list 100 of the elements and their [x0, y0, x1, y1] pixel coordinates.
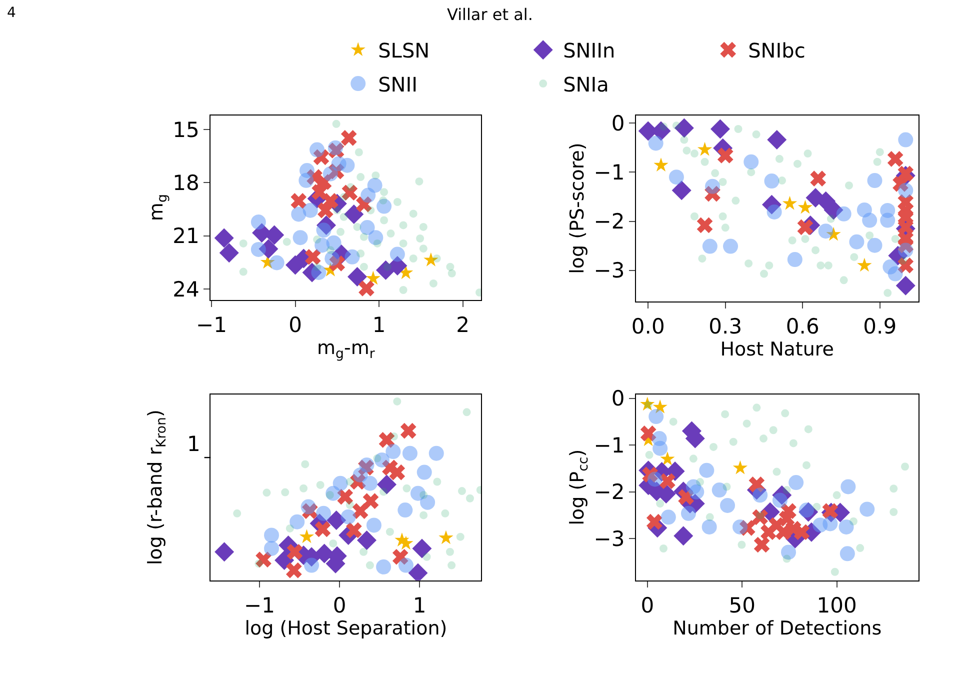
point — [346, 183, 355, 192]
point — [360, 548, 368, 556]
point — [660, 451, 675, 466]
point — [282, 238, 291, 246]
point — [850, 253, 858, 262]
point — [416, 234, 424, 242]
point — [709, 442, 718, 451]
y-tick-label: −3 — [594, 527, 625, 552]
point — [659, 544, 668, 552]
point — [732, 519, 748, 534]
point — [660, 473, 676, 490]
point — [782, 196, 798, 210]
point — [888, 266, 903, 282]
point — [326, 246, 334, 254]
point — [802, 461, 810, 470]
point — [328, 142, 344, 158]
point — [352, 503, 368, 520]
x-tick-label: −1 — [196, 313, 228, 338]
legend-label: SNIbc — [748, 38, 806, 63]
point — [804, 150, 812, 158]
point — [782, 486, 791, 494]
point — [409, 210, 418, 218]
point — [769, 426, 778, 434]
point — [446, 262, 454, 271]
point — [409, 254, 418, 262]
point — [360, 188, 376, 203]
point — [887, 151, 904, 167]
point — [672, 180, 692, 200]
point — [392, 548, 408, 565]
point — [358, 280, 374, 296]
y-axis-title: log (PS-score) — [566, 142, 589, 274]
point — [702, 238, 718, 254]
point — [415, 177, 424, 186]
point — [654, 158, 668, 172]
point — [342, 184, 358, 201]
point — [219, 243, 239, 263]
x-tick-label: 0.6 — [786, 314, 820, 339]
point — [901, 462, 909, 471]
point — [318, 202, 334, 218]
point — [420, 511, 428, 520]
point — [642, 466, 658, 482]
point — [362, 493, 379, 509]
point — [778, 176, 786, 185]
point — [873, 158, 882, 166]
point — [429, 279, 438, 288]
point — [752, 130, 760, 138]
point — [264, 540, 280, 556]
point — [762, 194, 782, 214]
point — [867, 173, 882, 188]
point — [366, 518, 382, 533]
point — [818, 224, 834, 239]
point — [362, 476, 378, 491]
point — [747, 168, 756, 176]
point — [816, 261, 825, 270]
point — [302, 503, 318, 520]
point — [316, 215, 336, 235]
point — [760, 270, 768, 278]
point — [366, 206, 375, 214]
y-tick-label: 0 — [611, 386, 625, 411]
point — [680, 506, 696, 521]
y-tick-label: −2 — [594, 480, 625, 504]
point — [372, 171, 380, 180]
point — [344, 249, 360, 264]
y-tick-label: 15 — [172, 118, 200, 142]
point — [721, 410, 730, 418]
point — [660, 510, 676, 525]
point — [738, 540, 746, 549]
point — [380, 188, 388, 196]
point — [826, 226, 841, 241]
point — [898, 182, 914, 198]
point — [699, 462, 714, 478]
point — [891, 234, 900, 243]
point — [302, 262, 322, 282]
point — [304, 248, 321, 265]
point — [764, 174, 780, 189]
point — [264, 528, 280, 543]
point — [754, 536, 770, 553]
point — [214, 228, 234, 248]
point — [347, 266, 367, 286]
point — [354, 148, 363, 156]
point — [328, 140, 343, 156]
point — [388, 256, 408, 276]
point — [358, 460, 374, 476]
point — [832, 491, 841, 500]
point — [782, 554, 791, 563]
legend-label: SLSN — [378, 38, 430, 63]
x-tick-label: 50 — [728, 594, 756, 618]
point — [398, 536, 414, 550]
point — [742, 420, 751, 428]
point — [386, 528, 394, 536]
point — [648, 409, 664, 424]
point — [269, 255, 284, 270]
point — [732, 460, 748, 474]
point — [849, 234, 864, 250]
point — [674, 118, 694, 138]
point — [256, 552, 272, 568]
point — [291, 206, 306, 222]
point — [336, 228, 344, 236]
point — [674, 526, 694, 546]
y-tick-label: −1 — [594, 160, 625, 185]
